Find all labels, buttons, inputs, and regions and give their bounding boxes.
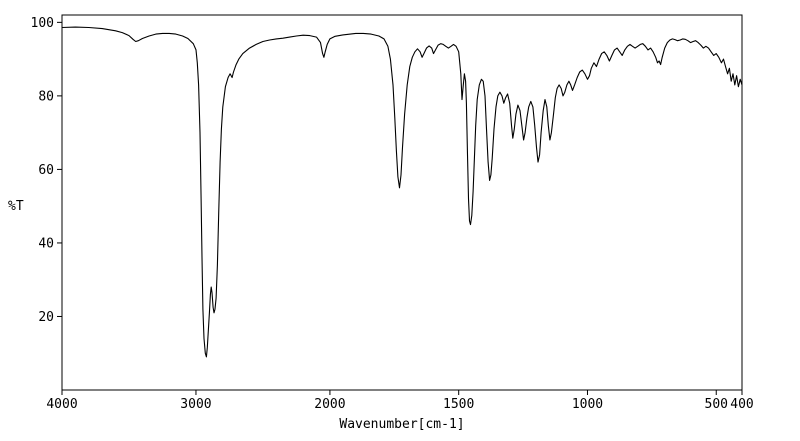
y-tick-label: 60 <box>38 163 54 178</box>
y-tick-label: 80 <box>38 89 54 104</box>
x-tick-label: 1500 <box>443 397 474 412</box>
x-axis-label: Wavenumber[cm-1] <box>339 417 465 432</box>
y-tick-label: 100 <box>31 16 54 31</box>
y-axis-label: %T <box>8 199 24 214</box>
y-tick-label: 40 <box>38 236 54 251</box>
plot-frame <box>61 14 743 391</box>
x-tick-label: 1000 <box>572 397 603 412</box>
x-tick-label: 4000 <box>46 397 77 412</box>
x-tick-label: 400 <box>730 397 753 412</box>
x-tick-label: 3000 <box>180 397 211 412</box>
x-tick-label: 500 <box>705 397 728 412</box>
spectrum-line <box>61 26 743 358</box>
x-tick-label: 2000 <box>314 397 345 412</box>
y-tick-label: 20 <box>38 310 54 325</box>
